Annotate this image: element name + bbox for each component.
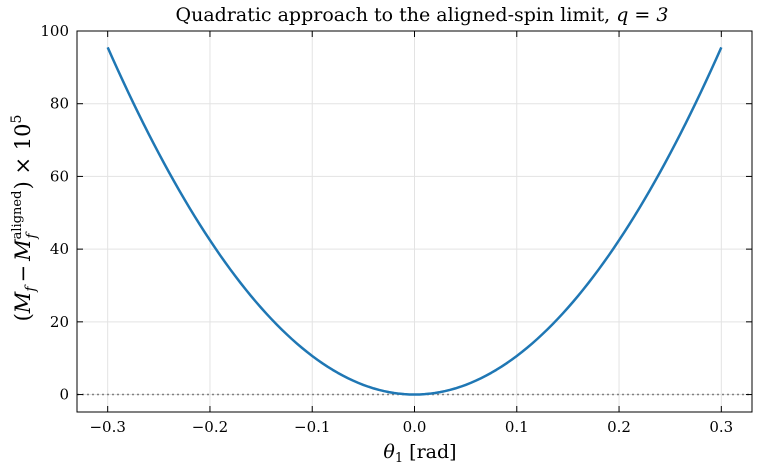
- y-tick-label: 60: [50, 167, 69, 185]
- y-tick-label: 100: [40, 22, 69, 40]
- x-tick-labels: −0.3 −0.2 −0.1 0.0 0.1 0.2 0.3: [89, 418, 733, 436]
- x-tick-label: 0.2: [607, 418, 631, 436]
- ticks: [77, 30, 752, 412]
- y-tick-label: 80: [50, 95, 69, 113]
- x-tick-label: −0.3: [89, 418, 125, 436]
- y-tick-label: 40: [50, 240, 69, 258]
- x-tick-label: −0.2: [192, 418, 228, 436]
- x-axis-label: θ1 [rad]: [383, 441, 456, 466]
- x-tick-label: 0.1: [505, 418, 529, 436]
- x-tick-label: 0.3: [709, 418, 733, 436]
- x-tick-label: −0.1: [294, 418, 330, 436]
- y-axis-label: (Mf−Malignedf) × 105: [9, 115, 40, 322]
- y-tick-label: 0: [59, 386, 69, 404]
- series-layer: [106, 46, 723, 396]
- y-tick-label: 20: [50, 313, 69, 331]
- series-line-0: [106, 46, 723, 396]
- x-tick-label: 0.0: [403, 418, 427, 436]
- y-tick-labels: 0 20 40 60 80 100: [40, 22, 69, 404]
- grid-lines: [77, 30, 752, 412]
- chart-title: Quadratic approach to the aligned-spin l…: [176, 4, 669, 26]
